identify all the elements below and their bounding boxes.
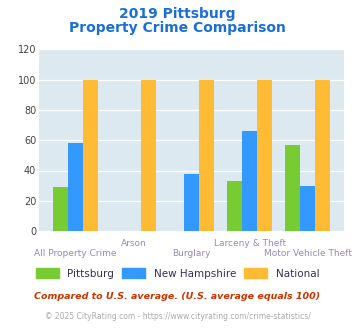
Bar	[300, 185, 315, 231]
Bar	[83, 80, 98, 231]
Text: All Property Crime: All Property Crime	[34, 249, 117, 258]
Legend: Pittsburg, New Hampshire, National: Pittsburg, New Hampshire, National	[32, 264, 323, 283]
Bar	[315, 80, 331, 231]
Bar	[227, 181, 242, 231]
Bar	[53, 187, 68, 231]
Bar	[184, 174, 199, 231]
Text: Arson: Arson	[121, 239, 147, 248]
Bar	[257, 80, 272, 231]
Text: Motor Vehicle Theft: Motor Vehicle Theft	[264, 249, 352, 258]
Bar	[68, 143, 83, 231]
Text: 2019 Pittsburg: 2019 Pittsburg	[119, 7, 236, 20]
Bar	[141, 80, 156, 231]
Text: Larceny & Theft: Larceny & Theft	[214, 239, 286, 248]
Text: © 2025 CityRating.com - https://www.cityrating.com/crime-statistics/: © 2025 CityRating.com - https://www.city…	[45, 312, 310, 321]
Bar	[242, 131, 257, 231]
Bar	[285, 145, 300, 231]
Text: Compared to U.S. average. (U.S. average equals 100): Compared to U.S. average. (U.S. average …	[34, 292, 321, 301]
Text: Burglary: Burglary	[173, 249, 211, 258]
Text: Property Crime Comparison: Property Crime Comparison	[69, 21, 286, 35]
Bar	[199, 80, 214, 231]
